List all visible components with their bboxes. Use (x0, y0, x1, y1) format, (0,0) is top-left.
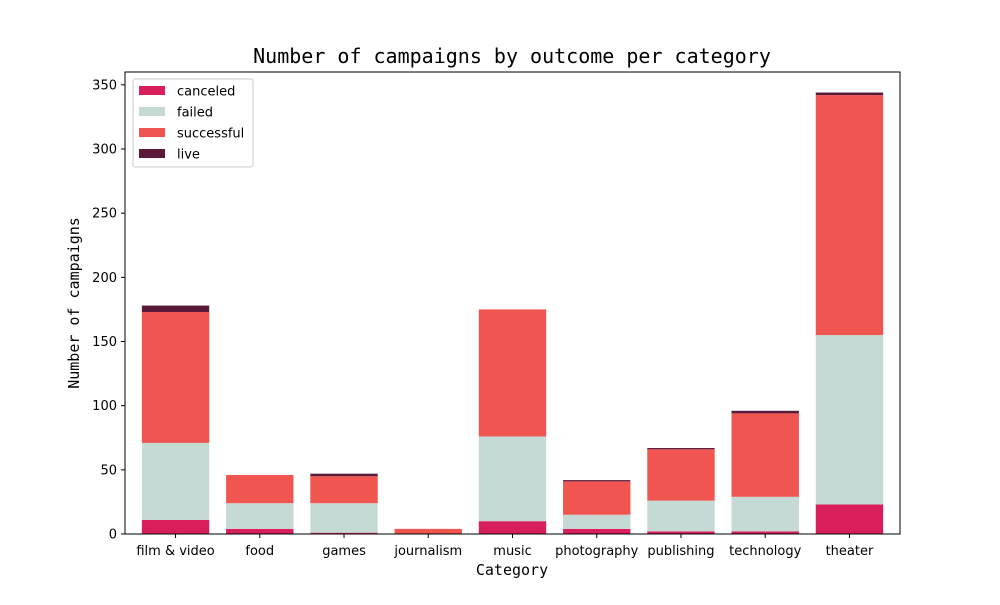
bar-film-video-canceled (141, 519, 210, 534)
y-tick-label: 250 (92, 207, 117, 222)
bar-games-failed (310, 503, 378, 533)
x-axis: film & video food games journalism music phot… (136, 534, 874, 559)
bar-food-failed (226, 503, 294, 529)
bar-film-video-successful (141, 311, 210, 443)
x-tick-label-technology: technology (729, 544, 801, 559)
x-tick-label-film-video: film & video (136, 544, 214, 559)
bar-theater-successful (815, 95, 884, 336)
bar-music-successful (478, 309, 547, 437)
y-tick-label: 200 (92, 271, 117, 286)
y-tick-label: 50 (100, 463, 117, 478)
bar-theater-failed (815, 335, 884, 505)
legend-label-canceled: canceled (177, 85, 235, 100)
x-tick-label-photography: photography (555, 544, 639, 559)
legend-swatch-failed (139, 107, 165, 116)
legend: canceled failed successful live (132, 78, 254, 168)
legend-label-live: live (177, 148, 200, 163)
x-tick-label-games: games (322, 544, 366, 559)
bar-games-canceled (310, 532, 378, 534)
bar-publishing-canceled (647, 531, 715, 534)
bar-photography-failed (563, 514, 631, 529)
bar-photography-successful (563, 481, 631, 515)
x-axis-label: Category (476, 561, 548, 579)
bar-music-canceled (478, 521, 547, 534)
bar-publishing-live (647, 448, 715, 450)
bar-food-successful (226, 474, 294, 504)
x-tick-label-food: food (245, 544, 274, 559)
chart-title: Number of campaigns by outcome per categ… (253, 44, 771, 68)
x-tick-label-journalism: journalism (393, 544, 462, 559)
legend-swatch-live (139, 149, 165, 158)
plot-frame (124, 71, 901, 535)
bar-photography-live (563, 480, 631, 482)
legend-swatch-successful (139, 128, 165, 137)
x-tick-label-music: music (493, 544, 531, 559)
legend-swatch-canceled (139, 86, 165, 95)
bar-theater-canceled (815, 504, 884, 534)
y-tick-label: 150 (92, 335, 117, 350)
bar-photography-canceled (563, 528, 631, 534)
y-tick-label: 350 (92, 78, 117, 93)
bar-technology-successful (731, 413, 799, 497)
y-tick-label: 0 (109, 528, 117, 543)
bar-games-live (310, 473, 378, 477)
y-tick-label: 100 (92, 399, 117, 414)
legend-label-successful: successful (177, 127, 244, 142)
bar-journalism-successful (394, 528, 462, 534)
bar-publishing-failed (647, 500, 715, 532)
y-axis-label: Number of campaigns (65, 217, 83, 389)
x-tick-label-publishing: publishing (647, 544, 714, 559)
bar-film-video-live (141, 305, 210, 312)
bar-technology-live (731, 410, 799, 414)
bar-technology-canceled (731, 531, 799, 534)
legend-label-failed: failed (177, 106, 213, 121)
y-tick-label: 300 (92, 143, 117, 158)
bar-music-failed (478, 436, 547, 522)
bar-games-successful (310, 476, 378, 504)
x-tick-label-theater: theater (826, 544, 874, 559)
bar-food-canceled (226, 528, 294, 534)
y-axis: 0 50 100 150 200 250 300 350 (92, 78, 125, 543)
bar-film-video-failed (141, 442, 210, 520)
legend-frame (132, 78, 254, 168)
bar-publishing-successful (647, 449, 715, 501)
bar-theater-live (815, 92, 884, 96)
bars-layer (141, 92, 884, 534)
bar-technology-failed (731, 496, 799, 532)
